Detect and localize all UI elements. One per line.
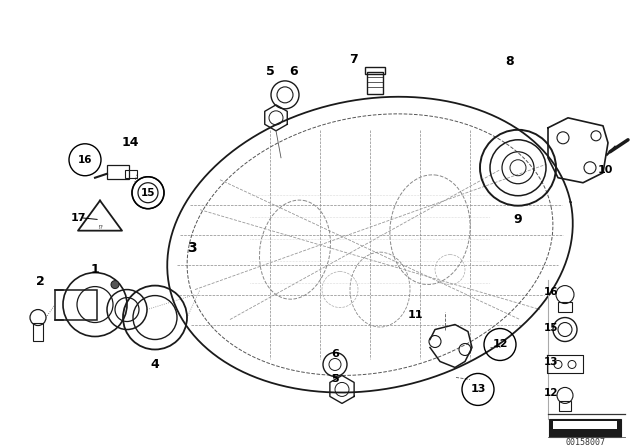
Text: 7: 7	[349, 53, 357, 66]
Text: 5: 5	[266, 65, 275, 78]
Bar	[549, 419, 621, 437]
Text: 2: 2	[36, 275, 44, 288]
Text: 12: 12	[544, 388, 558, 398]
Bar	[365, 67, 385, 74]
Text: 14: 14	[121, 136, 139, 149]
Text: 13: 13	[544, 358, 558, 367]
Text: 15: 15	[544, 323, 558, 332]
Text: 4: 4	[150, 358, 159, 371]
Text: 16: 16	[77, 155, 92, 165]
Bar	[559, 401, 571, 411]
Text: 1: 1	[91, 263, 99, 276]
Text: 6: 6	[290, 65, 298, 78]
Bar	[107, 165, 129, 179]
Text: !?: !?	[97, 225, 103, 230]
Text: 00158007: 00158007	[566, 438, 606, 447]
Text: 13: 13	[470, 384, 486, 394]
Text: 8: 8	[506, 56, 515, 69]
Bar	[125, 170, 137, 178]
Bar	[553, 422, 617, 429]
Text: 9: 9	[514, 213, 522, 226]
Text: 5: 5	[331, 375, 339, 384]
Text: 17: 17	[70, 213, 86, 223]
Text: 3: 3	[187, 241, 197, 254]
Text: 15: 15	[141, 188, 156, 198]
Circle shape	[111, 280, 119, 289]
Text: 12: 12	[492, 340, 508, 349]
Bar	[55, 289, 97, 319]
Bar	[367, 72, 383, 94]
Bar	[558, 302, 572, 311]
Text: 11: 11	[407, 310, 423, 319]
Bar	[33, 323, 43, 340]
Text: 16: 16	[544, 287, 558, 297]
Text: 10: 10	[597, 165, 612, 175]
Text: 6: 6	[331, 349, 339, 359]
